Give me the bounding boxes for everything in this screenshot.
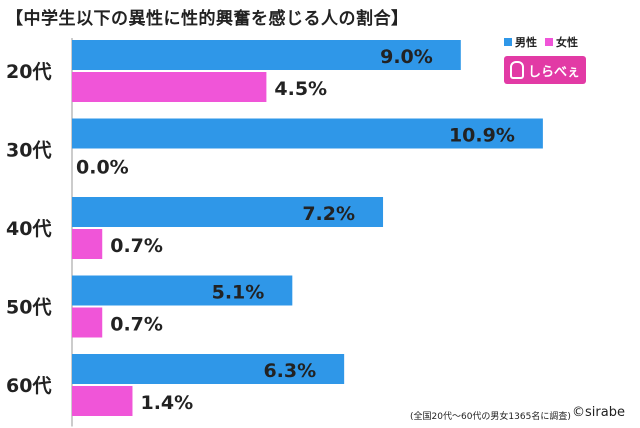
- chart-title: 【中学生以下の異性に性的興奮を感じる人の割合】: [6, 9, 409, 29]
- value-label-female: 0.7%: [110, 314, 163, 336]
- bar-female: [72, 72, 267, 102]
- value-label-female: 1.4%: [140, 392, 193, 414]
- value-label-female: 0.0%: [76, 157, 129, 179]
- value-label-female: 4.5%: [274, 78, 327, 100]
- bar-female: [72, 229, 103, 259]
- bar-male: [72, 118, 543, 149]
- legend-item-male: 男性: [504, 34, 537, 50]
- bar-male: [72, 40, 461, 70]
- legend-item-female: 女性: [545, 34, 578, 50]
- value-label-male: 10.9%: [449, 125, 515, 147]
- legend-swatch-female: [545, 38, 553, 46]
- bar-male: [72, 275, 293, 306]
- credit: ©sirabe: [572, 405, 625, 420]
- value-label-male: 5.1%: [212, 282, 265, 304]
- bar-female: [72, 386, 133, 416]
- sirabee-logo: しらべぇ: [504, 56, 586, 84]
- category-label: 40代: [6, 218, 51, 240]
- bar-female: [72, 307, 103, 338]
- footnote: (全国20代〜60代の男女1365名に調査): [410, 412, 571, 422]
- category-label: 60代: [6, 375, 51, 397]
- legend: 男性 女性: [504, 34, 578, 50]
- bar-male: [72, 197, 384, 227]
- value-label-female: 0.7%: [110, 235, 163, 257]
- logo-pot-icon: [509, 61, 524, 79]
- logo-text: しらべぇ: [527, 64, 580, 80]
- value-label-male: 6.3%: [263, 360, 316, 382]
- bar-male: [72, 354, 345, 384]
- category-label: 30代: [6, 140, 51, 162]
- category-label: 50代: [6, 297, 51, 319]
- value-label-male: 7.2%: [302, 203, 355, 225]
- legend-label-female: 女性: [556, 36, 578, 49]
- value-label-male: 9.0%: [380, 46, 433, 68]
- category-label: 20代: [6, 61, 51, 83]
- legend-label-male: 男性: [515, 36, 537, 49]
- legend-swatch-male: [504, 38, 512, 46]
